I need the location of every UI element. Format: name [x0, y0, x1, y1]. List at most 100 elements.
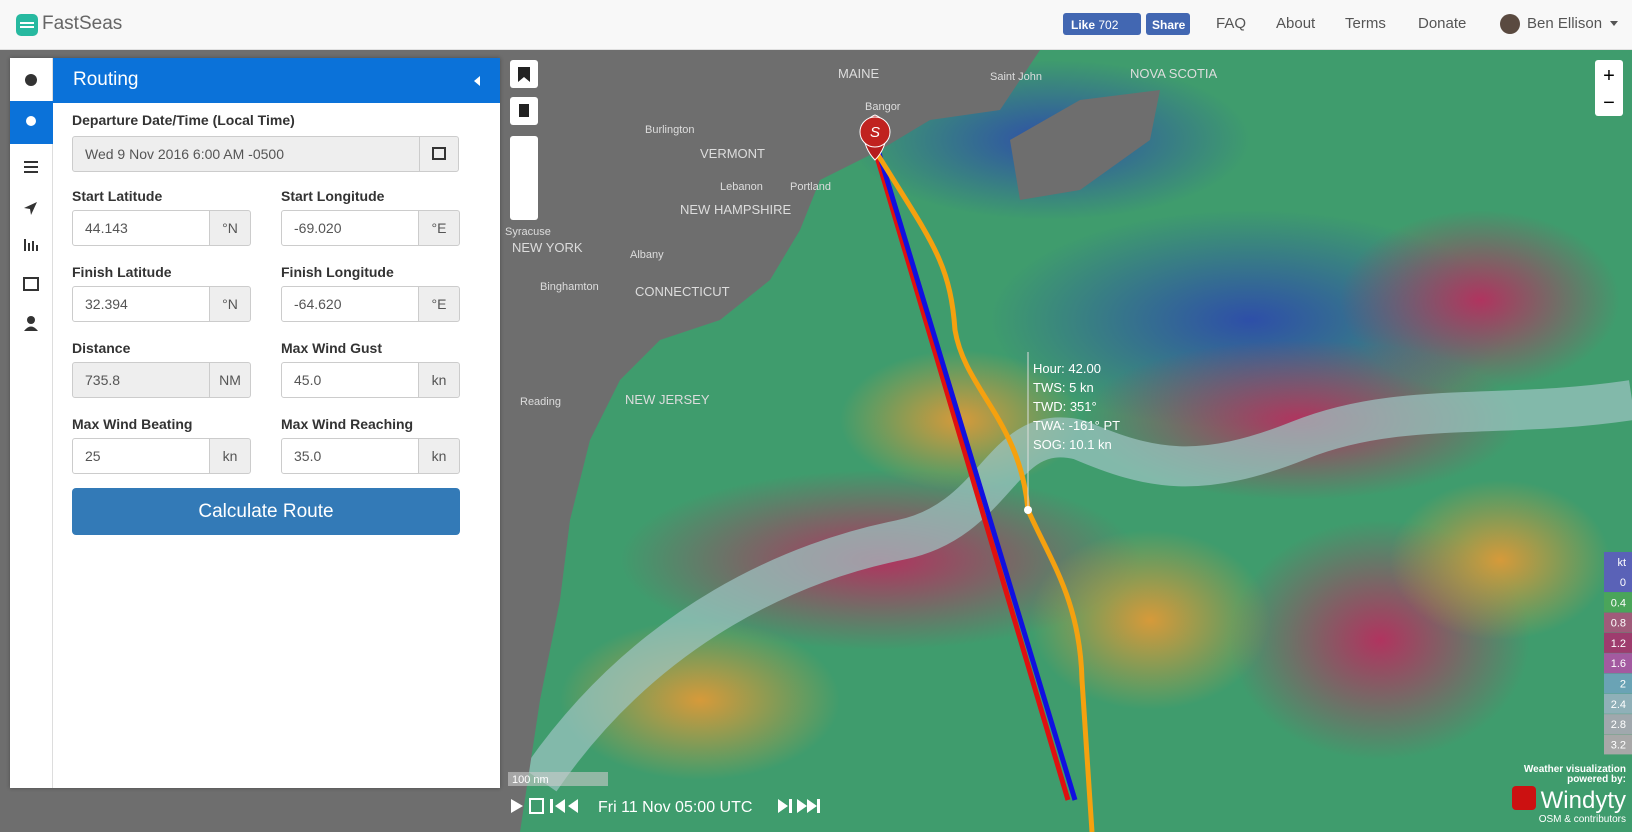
like-text: Like — [1071, 18, 1096, 32]
time-label: Fri 11 Nov 05:00 UTC — [598, 799, 752, 816]
field-unit: °N — [209, 286, 251, 322]
credit-text: powered by: — [1567, 774, 1626, 785]
legend-label: 2.8 — [1611, 719, 1626, 731]
scale-bar — [508, 772, 608, 786]
panel-header: Routing — [53, 58, 500, 103]
legend-swatch — [1604, 632, 1632, 653]
route-red — [872, 149, 1071, 801]
field-label: Distance — [72, 340, 131, 356]
zoom-control[interactable] — [1595, 60, 1623, 116]
field-input[interactable]: 25 — [72, 438, 210, 474]
tooltip-line-text: TWD: 351° — [1033, 399, 1097, 414]
tooltip-line-text: TWA: -161° PT — [1033, 418, 1120, 433]
legend-swatch — [1604, 734, 1632, 755]
field-input[interactable]: 44.143 — [72, 210, 210, 246]
legend-unit: kt — [1617, 557, 1626, 569]
zoom-in[interactable]: + — [1603, 65, 1615, 87]
field-unit: °E — [418, 210, 460, 246]
like-count: 702 — [1098, 18, 1119, 32]
today-button[interactable] — [529, 798, 544, 814]
place: Albany — [630, 249, 664, 261]
place: NEW JERSEY — [625, 392, 710, 407]
field-input[interactable]: -64.620 — [281, 286, 419, 322]
field-label: Finish Longitude — [281, 264, 394, 280]
calendar-button[interactable] — [419, 136, 459, 172]
sidebar-icons — [23, 74, 39, 331]
place: Portland — [790, 181, 831, 193]
credit-osm[interactable]: OSM & contributors — [1539, 814, 1626, 825]
calculate-button[interactable]: Calculate Route — [72, 488, 460, 535]
like-button[interactable]: Like 702 — [1063, 13, 1141, 35]
nav-link[interactable]: About — [1276, 15, 1316, 32]
field-input[interactable]: 45.0 — [281, 362, 419, 398]
field-label: Max Wind Beating — [72, 416, 193, 432]
place: Bangor — [865, 101, 901, 113]
avatar — [1500, 14, 1520, 34]
field-input[interactable]: 32.394 — [72, 286, 210, 322]
place: NEW HAMPSHIRE — [680, 202, 792, 217]
place: Lebanon — [720, 181, 763, 193]
place: Burlington — [645, 124, 695, 136]
map-tools: + − — [510, 60, 1623, 220]
nav-link[interactable]: FAQ — [1216, 15, 1247, 32]
play-button[interactable] — [511, 799, 523, 813]
start-marker[interactable] — [859, 116, 891, 148]
legend-label: 2 — [1620, 679, 1626, 691]
place-labels: MAINE NOVA SCOTIA VERMONT NEW HAMPSHIRE … — [505, 66, 1217, 408]
field-input[interactable]: 35.0 — [281, 438, 419, 474]
field-label: Start Latitude — [72, 188, 163, 204]
place: Saint John — [990, 71, 1042, 83]
credit-text: Weather visualization — [1524, 764, 1626, 775]
marker-label: S — [870, 124, 880, 141]
field-unit: °N — [209, 210, 251, 246]
scale-label: 100 nm — [512, 774, 549, 786]
sidebar — [10, 58, 53, 788]
route-point[interactable] — [1024, 506, 1032, 514]
legend-label: 1.6 — [1611, 658, 1626, 670]
step-button[interactable] — [778, 799, 792, 813]
field-unit: kn — [209, 438, 251, 474]
place: MAINE — [838, 66, 880, 81]
routing-panel: Routing Departure Date/Time (Local Time)… — [10, 58, 500, 788]
brand-icon — [16, 14, 38, 36]
nav-link[interactable]: Donate — [1418, 15, 1467, 32]
credit-brand[interactable]: Windyty — [1541, 787, 1626, 814]
zoom-out[interactable]: − — [1603, 92, 1615, 114]
end-button[interactable] — [797, 799, 820, 813]
land — [1010, 90, 1160, 200]
share-button[interactable]: Share — [1146, 13, 1190, 35]
legend-label: 2.4 — [1611, 699, 1626, 711]
credit: Weather visualization powered by: Windyt… — [1512, 764, 1626, 825]
field-label: Start Longitude — [281, 188, 385, 204]
legend-swatch — [1604, 592, 1632, 613]
panel-title: Routing — [73, 69, 139, 90]
field-label: Max Wind Gust — [281, 340, 382, 356]
collapse-button[interactable] — [474, 76, 480, 86]
legend-label: 0.8 — [1611, 618, 1626, 630]
legend-label: 0 — [1620, 577, 1626, 589]
field-input[interactable]: -69.020 — [281, 210, 419, 246]
place: NEW YORK — [512, 240, 583, 255]
legend-swatch — [1604, 653, 1632, 674]
playback: Fri 11 Nov 05:00 UTC — [511, 798, 820, 816]
brand[interactable]: FastSeas — [42, 13, 123, 34]
departure-input[interactable]: Wed 9 Nov 2016 6:00 AM -0500 — [72, 136, 420, 172]
legend-label: 0.4 — [1611, 597, 1626, 609]
tooltip-line-text: Hour: 42.00 — [1033, 361, 1101, 376]
tooltip-line-text: SOG: 10.1 kn — [1033, 437, 1112, 452]
legend-swatch — [1604, 714, 1632, 735]
route-orange — [872, 148, 1095, 832]
place: Binghamton — [540, 281, 599, 293]
rewind-button[interactable] — [550, 799, 578, 813]
field-unit: kn — [418, 362, 460, 398]
nav-link[interactable]: Terms — [1345, 15, 1386, 32]
field-label: Finish Latitude — [72, 264, 172, 280]
layer-buttons[interactable] — [510, 136, 538, 220]
legend-swatch — [1604, 673, 1632, 694]
field-label: Max Wind Reaching — [281, 416, 414, 432]
field-input: 735.8 — [72, 362, 210, 398]
user-menu[interactable]: Ben Ellison — [1527, 15, 1603, 32]
field-unit: °E — [418, 286, 460, 322]
